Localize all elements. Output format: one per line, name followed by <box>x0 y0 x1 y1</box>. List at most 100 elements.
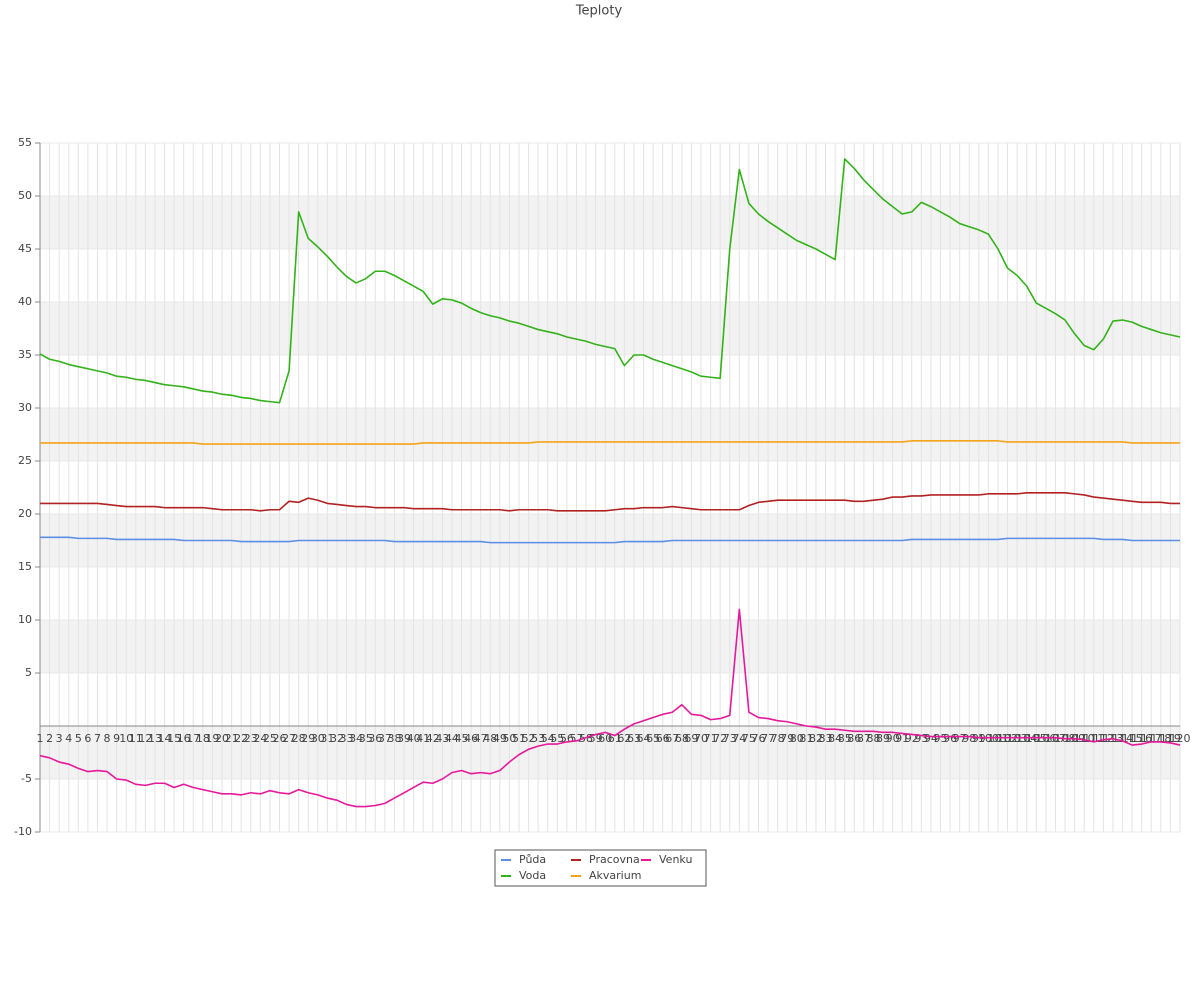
x-tick-label: 111 <box>1083 732 1104 745</box>
x-tick-label: 38 <box>387 732 401 745</box>
x-tick-label: 120 <box>1170 732 1191 745</box>
x-tick-label: 35 <box>359 732 373 745</box>
x-tick-label: 79 <box>780 732 794 745</box>
grid-band <box>40 726 1180 779</box>
y-tick-label: 40 <box>18 295 32 308</box>
y-tick-label: 15 <box>18 560 32 573</box>
x-tick-label: 68 <box>675 732 689 745</box>
x-tick-label: 116 <box>1131 732 1152 745</box>
y-tick-label: -5 <box>21 772 32 785</box>
y-tick-label: 45 <box>18 242 32 255</box>
x-tick-label: 84 <box>828 732 842 745</box>
x-tick-label: 22 <box>234 732 248 745</box>
legend-label: Venku <box>659 853 692 866</box>
legend-label: Akvarium <box>589 869 641 882</box>
x-tick-label: 18 <box>196 732 210 745</box>
x-tick-label: 87 <box>857 732 871 745</box>
x-tick-label: 70 <box>694 732 708 745</box>
x-tick-label: 100 <box>978 732 999 745</box>
x-tick-label: 33 <box>340 732 354 745</box>
x-tick-label: 73 <box>723 732 737 745</box>
x-tick-label: 36 <box>368 732 382 745</box>
y-tick-label: 10 <box>18 613 32 626</box>
legend-label: Voda <box>519 869 546 882</box>
x-tick-label: 83 <box>819 732 833 745</box>
x-tick-label: 80 <box>790 732 804 745</box>
x-tick-label: 47 <box>474 732 488 745</box>
x-tick-label: 26 <box>272 732 286 745</box>
x-tick-label: 34 <box>349 732 363 745</box>
data-line <box>40 440 1180 445</box>
x-tick-label: 99 <box>972 732 986 745</box>
x-tick-label: 81 <box>799 732 813 745</box>
x-tick-label: 63 <box>627 732 641 745</box>
x-tick-label: 67 <box>665 732 679 745</box>
x-tick-label: 28 <box>292 732 306 745</box>
x-tick-label: 31 <box>320 732 334 745</box>
x-tick-label: 78 <box>771 732 785 745</box>
legend-box <box>494 849 707 887</box>
x-tick-label: 95 <box>934 732 948 745</box>
y-tick-label: 25 <box>18 454 32 467</box>
x-tick-label: 43 <box>435 732 449 745</box>
x-tick-label: 16 <box>177 732 191 745</box>
y-tick-label: 50 <box>18 189 32 202</box>
data-line <box>40 536 1180 544</box>
x-tick-label: 96 <box>943 732 957 745</box>
x-tick-label: 40 <box>407 732 421 745</box>
x-tick-label: 17 <box>186 732 200 745</box>
x-tick-label: 46 <box>464 732 478 745</box>
x-tick-label: 1 <box>37 732 44 745</box>
x-tick-label: 52 <box>522 732 536 745</box>
x-tick-label: 20 <box>215 732 229 745</box>
x-tick-label: 76 <box>751 732 765 745</box>
x-tick-label: 5 <box>75 732 82 745</box>
x-tick-label: 61 <box>608 732 622 745</box>
x-tick-label: 94 <box>924 732 938 745</box>
data-line <box>40 492 1180 512</box>
x-tick-label: 62 <box>617 732 631 745</box>
x-tick-label: 3 <box>56 732 63 745</box>
x-tick-label: 101 <box>987 732 1008 745</box>
x-tick-label: 65 <box>646 732 660 745</box>
x-tick-label: 91 <box>895 732 909 745</box>
y-tick-label: 20 <box>18 507 32 520</box>
y-tick-label: 30 <box>18 401 32 414</box>
x-tick-label: 104 <box>1016 732 1037 745</box>
x-tick-label: 105 <box>1026 732 1047 745</box>
y-tick-label: 5 <box>25 666 32 679</box>
x-tick-label: 51 <box>512 732 526 745</box>
x-tick-label: 86 <box>847 732 861 745</box>
x-tick-label: 98 <box>962 732 976 745</box>
y-tick-label: 55 <box>18 136 32 149</box>
x-tick-label: 103 <box>1007 732 1028 745</box>
x-tick-label: 2 <box>46 732 53 745</box>
x-tick-label: 25 <box>263 732 277 745</box>
x-tick-label: 82 <box>809 732 823 745</box>
x-tick-label: 54 <box>541 732 555 745</box>
legend: Půda Voda Pracovna Akvarium Venku <box>494 849 707 887</box>
x-tick-label: 102 <box>997 732 1018 745</box>
x-tick-label: 50 <box>502 732 516 745</box>
x-tick-label: 114 <box>1112 732 1133 745</box>
x-tick-label: 8 <box>104 732 111 745</box>
x-tick-label: 9 <box>113 732 120 745</box>
y-tick-label: -10 <box>14 825 32 838</box>
grid-band <box>40 620 1180 673</box>
grid-band <box>40 196 1180 249</box>
x-tick-label: 15 <box>167 732 181 745</box>
x-tick-label: 55 <box>550 732 564 745</box>
x-tick-label: 107 <box>1045 732 1066 745</box>
x-tick-label: 90 <box>886 732 900 745</box>
x-tick-label: 77 <box>761 732 775 745</box>
x-tick-label: 106 <box>1035 732 1056 745</box>
grid-band <box>40 302 1180 355</box>
x-tick-label: 30 <box>311 732 325 745</box>
x-tick-label: 75 <box>742 732 756 745</box>
x-tick-label: 48 <box>483 732 497 745</box>
x-tick-label: 71 <box>704 732 718 745</box>
chart-title: Teploty <box>575 4 623 19</box>
x-tick-label: 89 <box>876 732 890 745</box>
x-tick-label: 37 <box>378 732 392 745</box>
x-tick-label: 41 <box>416 732 430 745</box>
